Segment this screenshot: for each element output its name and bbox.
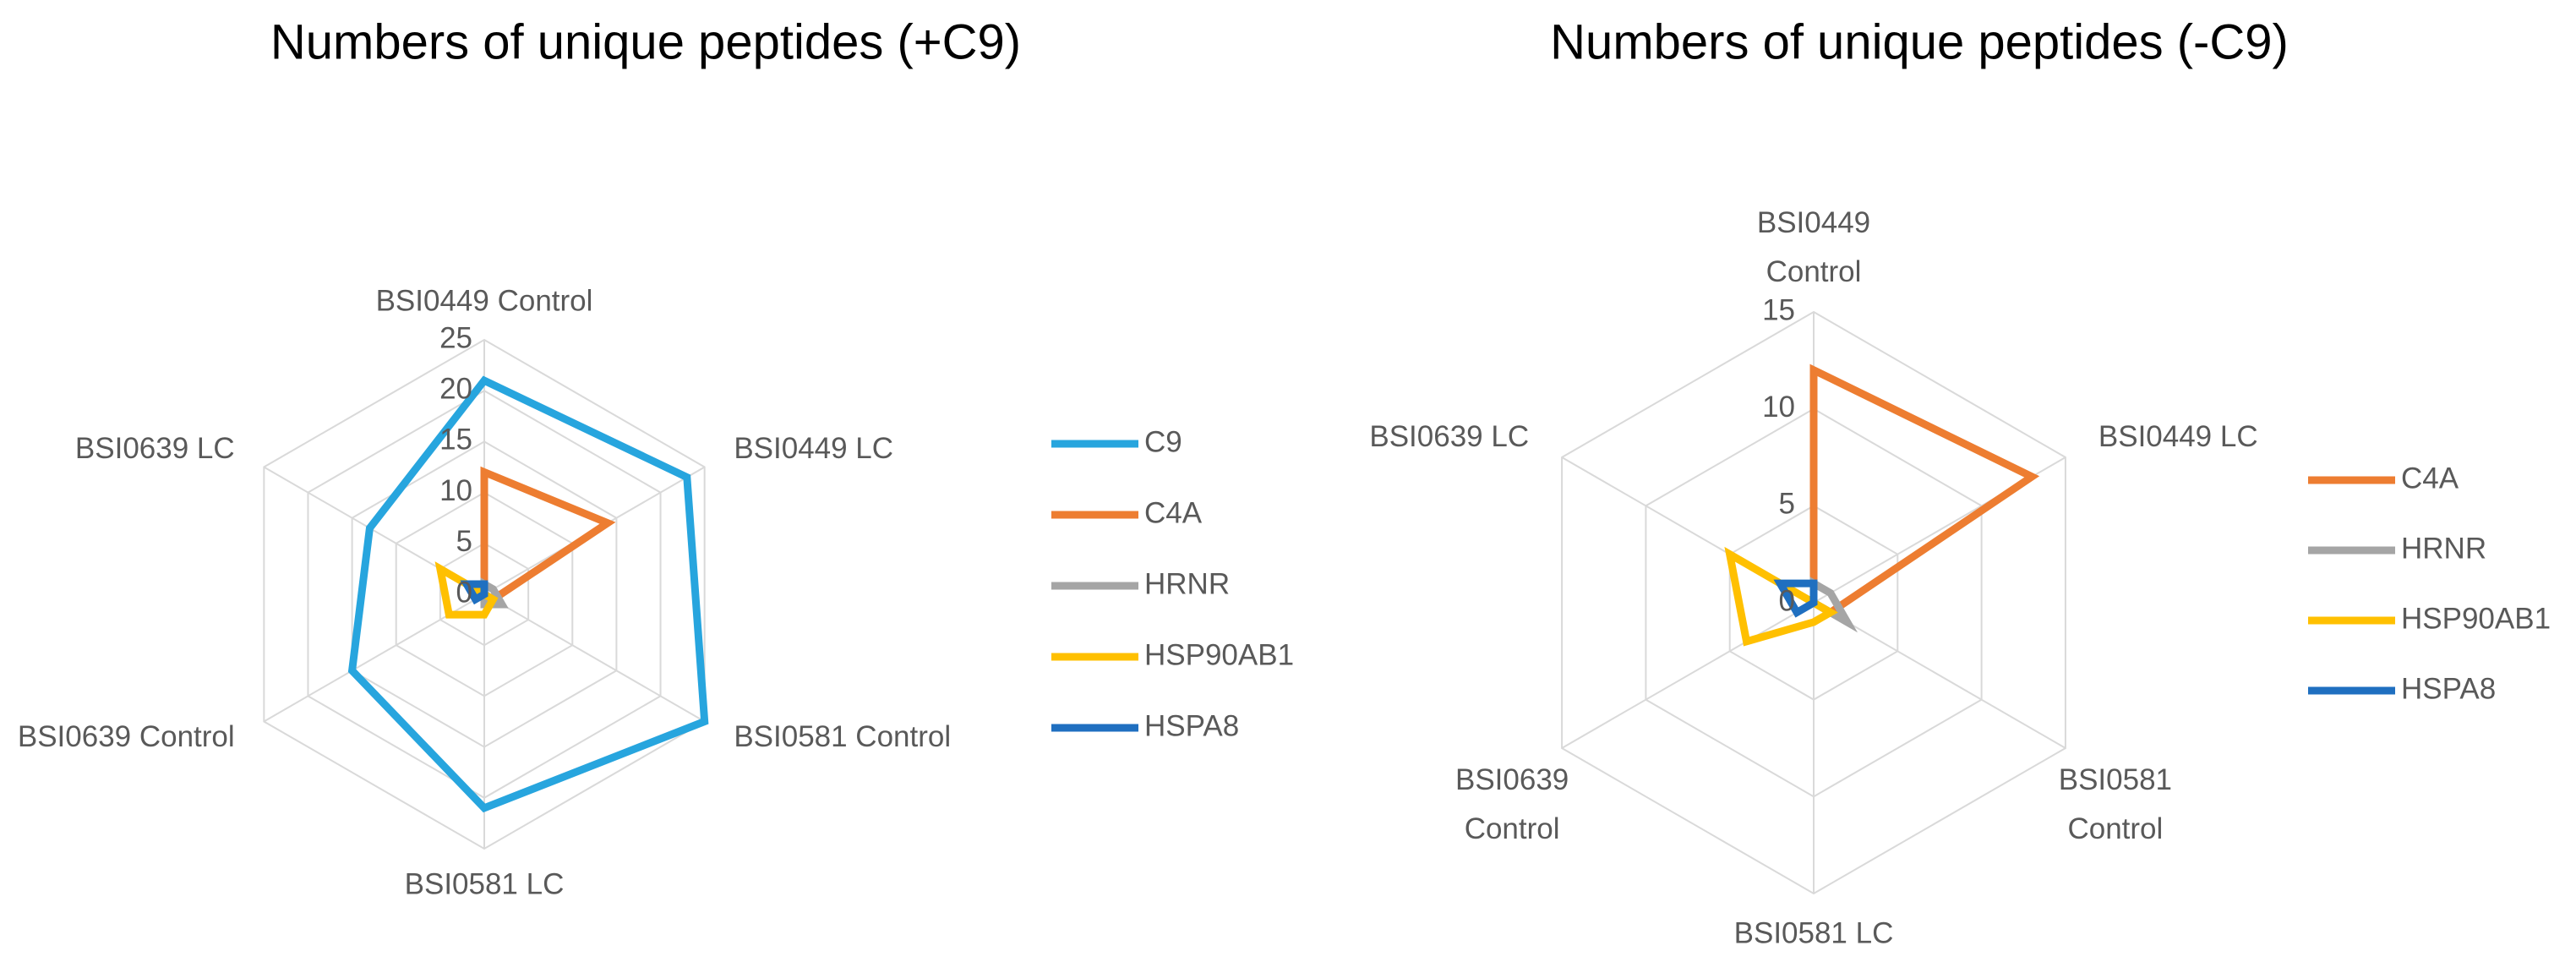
- y-tick-label: 15: [1762, 293, 1795, 326]
- category-label: BSI0449 LC: [2098, 420, 2258, 453]
- category-label: BSI0581 LC: [405, 867, 565, 900]
- grid-spoke: [1561, 602, 1815, 749]
- legend-label: HRNR: [2401, 532, 2486, 565]
- y-tick-label: 5: [456, 525, 472, 558]
- category-label: BSI0581 Control: [2059, 763, 2172, 845]
- legend-label: C4A: [2401, 462, 2459, 495]
- legend-label: HSPA8: [1144, 709, 1239, 742]
- series-line: [460, 580, 488, 605]
- category-label-line: BSI0639: [1455, 763, 1569, 796]
- series-line: [1809, 363, 2040, 617]
- y-tick-label: 15: [439, 424, 472, 456]
- chart-title: Numbers of unique peptides (-C9): [1550, 14, 2289, 69]
- category-label-line: Control: [2067, 812, 2163, 845]
- grid-spoke: [1813, 602, 2066, 749]
- category-label: BSI0581 Control: [734, 720, 951, 753]
- y-tick-label: 10: [439, 474, 472, 507]
- legend-label: HSP90AB1: [1144, 638, 1294, 671]
- series-line: [434, 561, 499, 619]
- category-label-line: BSI0449: [1757, 206, 1870, 239]
- series-line: [347, 375, 709, 813]
- category-label: BSI0639 LC: [1369, 420, 1529, 453]
- y-tick-label: 10: [1762, 391, 1795, 424]
- series-line: [1773, 579, 1818, 618]
- y-tick-label: 0: [1779, 584, 1795, 617]
- y-tick-label: 5: [1779, 488, 1795, 521]
- legend-label: HSPA8: [2401, 672, 2496, 705]
- grid-spoke: [483, 593, 706, 723]
- category-label: BSI0449 Control: [376, 284, 593, 317]
- category-label: BSI0449 LC: [734, 432, 893, 465]
- legend-label: C4A: [1144, 496, 1203, 529]
- series-line: [1724, 546, 1838, 647]
- category-label: BSI0639 LC: [75, 432, 235, 465]
- category-label-line: Control: [1465, 812, 1560, 845]
- category-label: BSI0581 LC: [1734, 916, 1894, 949]
- y-tick-label: 20: [439, 372, 472, 405]
- y-tick-label: 25: [439, 321, 472, 354]
- legend-label: HSP90AB1: [2401, 602, 2551, 635]
- category-label-line: BSI0581: [2059, 763, 2172, 796]
- category-label: BSI0639 Control: [1455, 763, 1569, 845]
- y-tick-label: 0: [456, 576, 472, 609]
- series-line: [480, 466, 616, 604]
- chart-title: Numbers of unique peptides (+C9): [270, 14, 1021, 69]
- category-label: BSI0639 Control: [18, 720, 235, 753]
- legend-label: C9: [1144, 425, 1182, 458]
- category-label: BSI0449 Control: [1757, 206, 1870, 288]
- legend-label: HRNR: [1144, 567, 1230, 600]
- category-label-line: Control: [1766, 255, 1862, 288]
